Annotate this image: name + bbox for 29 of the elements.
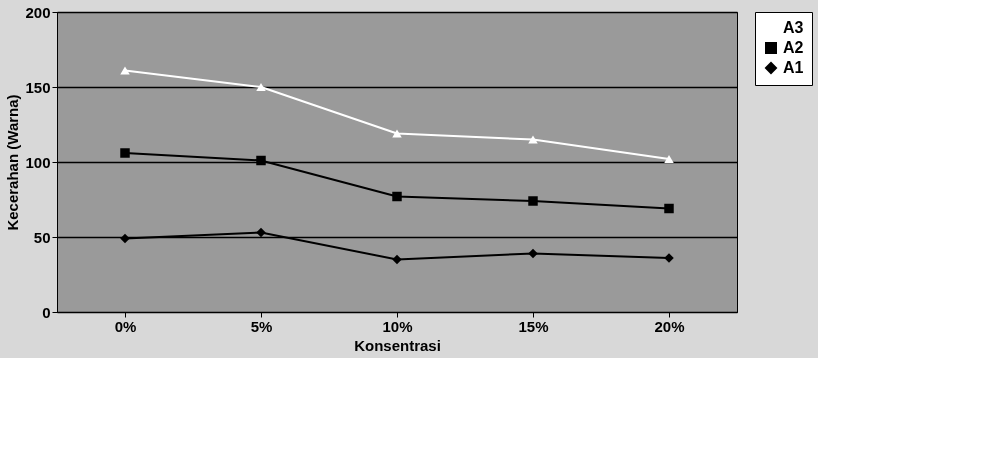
point — [392, 254, 402, 265]
x-tick-label: 0% — [114, 317, 137, 335]
point — [664, 154, 674, 164]
point — [120, 66, 130, 75]
point — [528, 248, 538, 259]
point — [664, 203, 674, 214]
x-tick-label: 15% — [518, 317, 549, 335]
point — [528, 135, 538, 144]
x-tick-label: 10% — [382, 317, 413, 335]
y-axis-title: Kecerahan (Warna) — [4, 94, 22, 231]
legend-label: A1 — [783, 59, 804, 76]
legend-label: A2 — [783, 39, 804, 56]
y-tick-label: 150 — [25, 78, 51, 96]
y-tick-label: 0 — [42, 303, 51, 321]
x-tick-label: 20% — [654, 317, 685, 335]
y-tick-label: 50 — [33, 228, 51, 246]
point — [392, 129, 402, 138]
point — [120, 148, 130, 158]
y-tick-label: 100 — [25, 153, 51, 171]
point — [528, 196, 538, 206]
x-tick-label: 5% — [250, 317, 273, 335]
point — [256, 82, 266, 92]
point — [256, 155, 266, 166]
text: A3 — [783, 19, 804, 36]
point — [120, 233, 130, 244]
point — [392, 191, 402, 202]
y-tick-label: 200 — [25, 3, 51, 21]
x-axis-title: Konsentrasi — [354, 336, 441, 354]
point — [256, 227, 266, 238]
